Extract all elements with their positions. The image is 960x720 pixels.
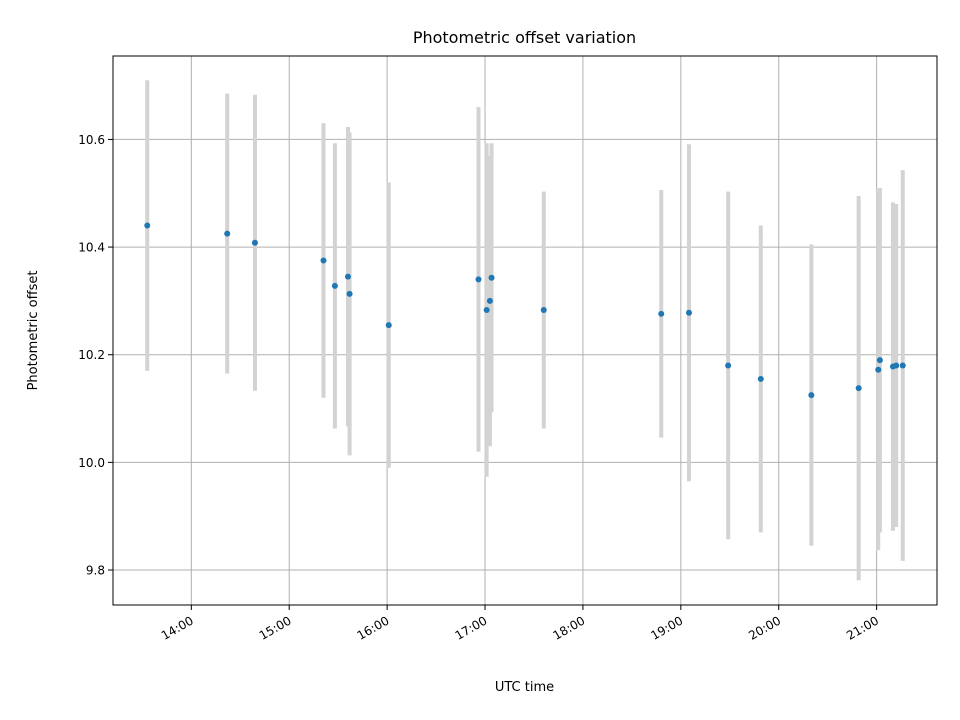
data-point (893, 362, 900, 369)
data-point (486, 297, 493, 304)
chart-title: Photometric offset variation (413, 28, 636, 47)
data-point (224, 230, 231, 237)
data-point (331, 282, 338, 289)
data-point (685, 309, 692, 316)
x-tick-label: 20:00 (746, 613, 783, 642)
x-tick-label: 17:00 (453, 613, 490, 642)
data-point (899, 362, 906, 369)
x-tick-label: 19:00 (648, 613, 685, 642)
data-point (385, 322, 392, 329)
x-tick-label: 16:00 (355, 613, 392, 642)
data-points (144, 222, 906, 399)
y-tick-label: 9.8 (86, 564, 105, 578)
data-point (808, 392, 815, 399)
data-point (876, 357, 883, 364)
data-point (488, 274, 495, 281)
data-point (251, 239, 258, 246)
data-point (344, 273, 351, 280)
data-point (483, 307, 490, 314)
y-tick-label: 10.0 (78, 456, 105, 470)
data-point (658, 310, 665, 317)
data-point (346, 290, 353, 297)
y-axis-label: Photometric offset (26, 271, 41, 391)
data-point (855, 385, 862, 392)
data-point (475, 276, 482, 283)
x-tick-label: 14:00 (159, 613, 196, 642)
data-point (540, 307, 547, 314)
data-point (725, 362, 732, 369)
error-bars (145, 80, 905, 581)
x-tick-label: 18:00 (550, 613, 587, 642)
data-point (875, 366, 882, 373)
x-axis: 14:00 15:00 16:00 17:00 18:00 19:00 20:00 21:00 (159, 605, 881, 643)
y-tick-label: 10.4 (78, 241, 105, 255)
x-axis-label: UTC time (495, 680, 554, 695)
plot-frame (112, 55, 938, 606)
y-tick-label: 10.6 (78, 133, 105, 147)
grid (113, 56, 937, 605)
data-point (757, 375, 764, 382)
y-tick-label: 10.2 (78, 348, 105, 362)
x-tick-label: 21:00 (844, 613, 881, 642)
x-tick-label: 15:00 (257, 613, 294, 642)
data-point (320, 257, 327, 264)
y-axis: 9.8 10.0 10.2 10.4 10.6 (78, 133, 113, 578)
data-point (144, 222, 151, 229)
